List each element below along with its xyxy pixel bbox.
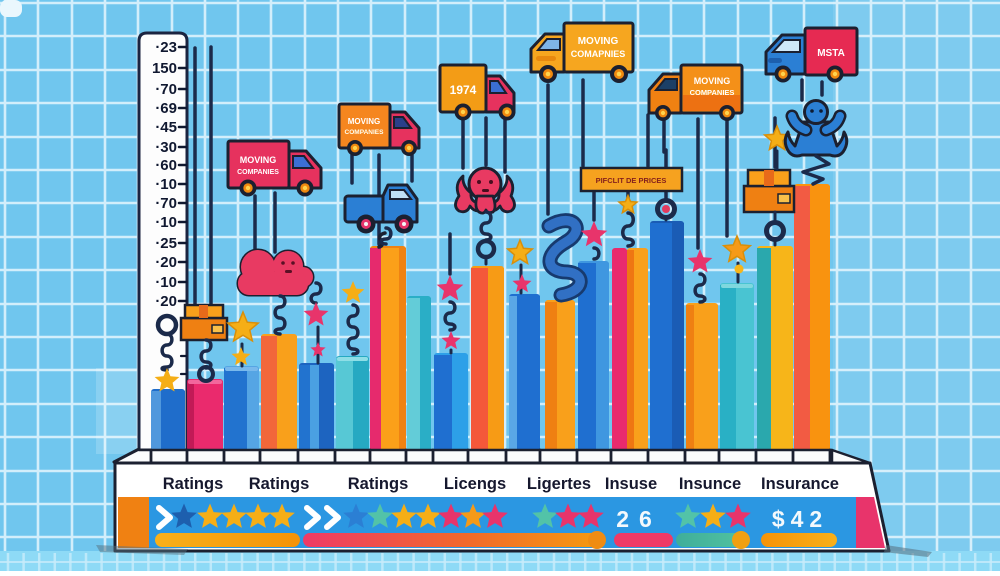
svg-text:1974: 1974 <box>450 83 477 97</box>
svg-text:$42: $42 <box>772 506 828 532</box>
svg-text:·23: ·23 <box>155 39 177 56</box>
svg-text:·60: ·60 <box>155 157 177 174</box>
svg-text:Insuse: Insuse <box>605 475 657 493</box>
svg-text:Licengs: Licengs <box>444 475 506 493</box>
svg-text:·70: ·70 <box>155 195 177 212</box>
svg-text:MOVING: MOVING <box>348 117 380 126</box>
svg-text:·45: ·45 <box>155 119 177 136</box>
svg-text:MSTA: MSTA <box>817 48 845 59</box>
svg-text:·10: ·10 <box>155 214 177 231</box>
svg-text:Ligertes: Ligertes <box>527 475 591 493</box>
svg-text:Ratings: Ratings <box>163 475 224 493</box>
svg-text:MOVING: MOVING <box>578 36 619 47</box>
svg-text:150: 150 <box>152 60 177 77</box>
svg-text:·10: ·10 <box>155 274 177 291</box>
svg-text:MOVING: MOVING <box>694 76 731 86</box>
svg-text:26: 26 <box>616 506 662 532</box>
svg-text:COMPANIES: COMPANIES <box>690 88 735 97</box>
svg-text:·30: ·30 <box>155 139 177 156</box>
svg-text:Ratings: Ratings <box>249 475 310 493</box>
svg-text:·20: ·20 <box>155 254 177 271</box>
svg-text:·10: ·10 <box>155 176 177 193</box>
svg-text:Insurance: Insurance <box>761 475 839 493</box>
svg-text:PIFCLIT DE PRICES: PIFCLIT DE PRICES <box>596 176 667 185</box>
svg-text:COMPANIES: COMPANIES <box>237 169 279 176</box>
svg-text:·25: ·25 <box>155 235 177 252</box>
svg-text:·20: ·20 <box>155 293 177 310</box>
svg-text:Insunce: Insunce <box>679 475 741 493</box>
svg-text:·69: ·69 <box>155 100 177 117</box>
svg-text:COMAPNIES: COMAPNIES <box>571 49 626 59</box>
svg-text:MOVING: MOVING <box>240 155 277 165</box>
svg-text:·70: ·70 <box>155 81 177 98</box>
svg-text:COMPANIES: COMPANIES <box>345 129 385 136</box>
svg-text:Ratings: Ratings <box>348 475 409 493</box>
